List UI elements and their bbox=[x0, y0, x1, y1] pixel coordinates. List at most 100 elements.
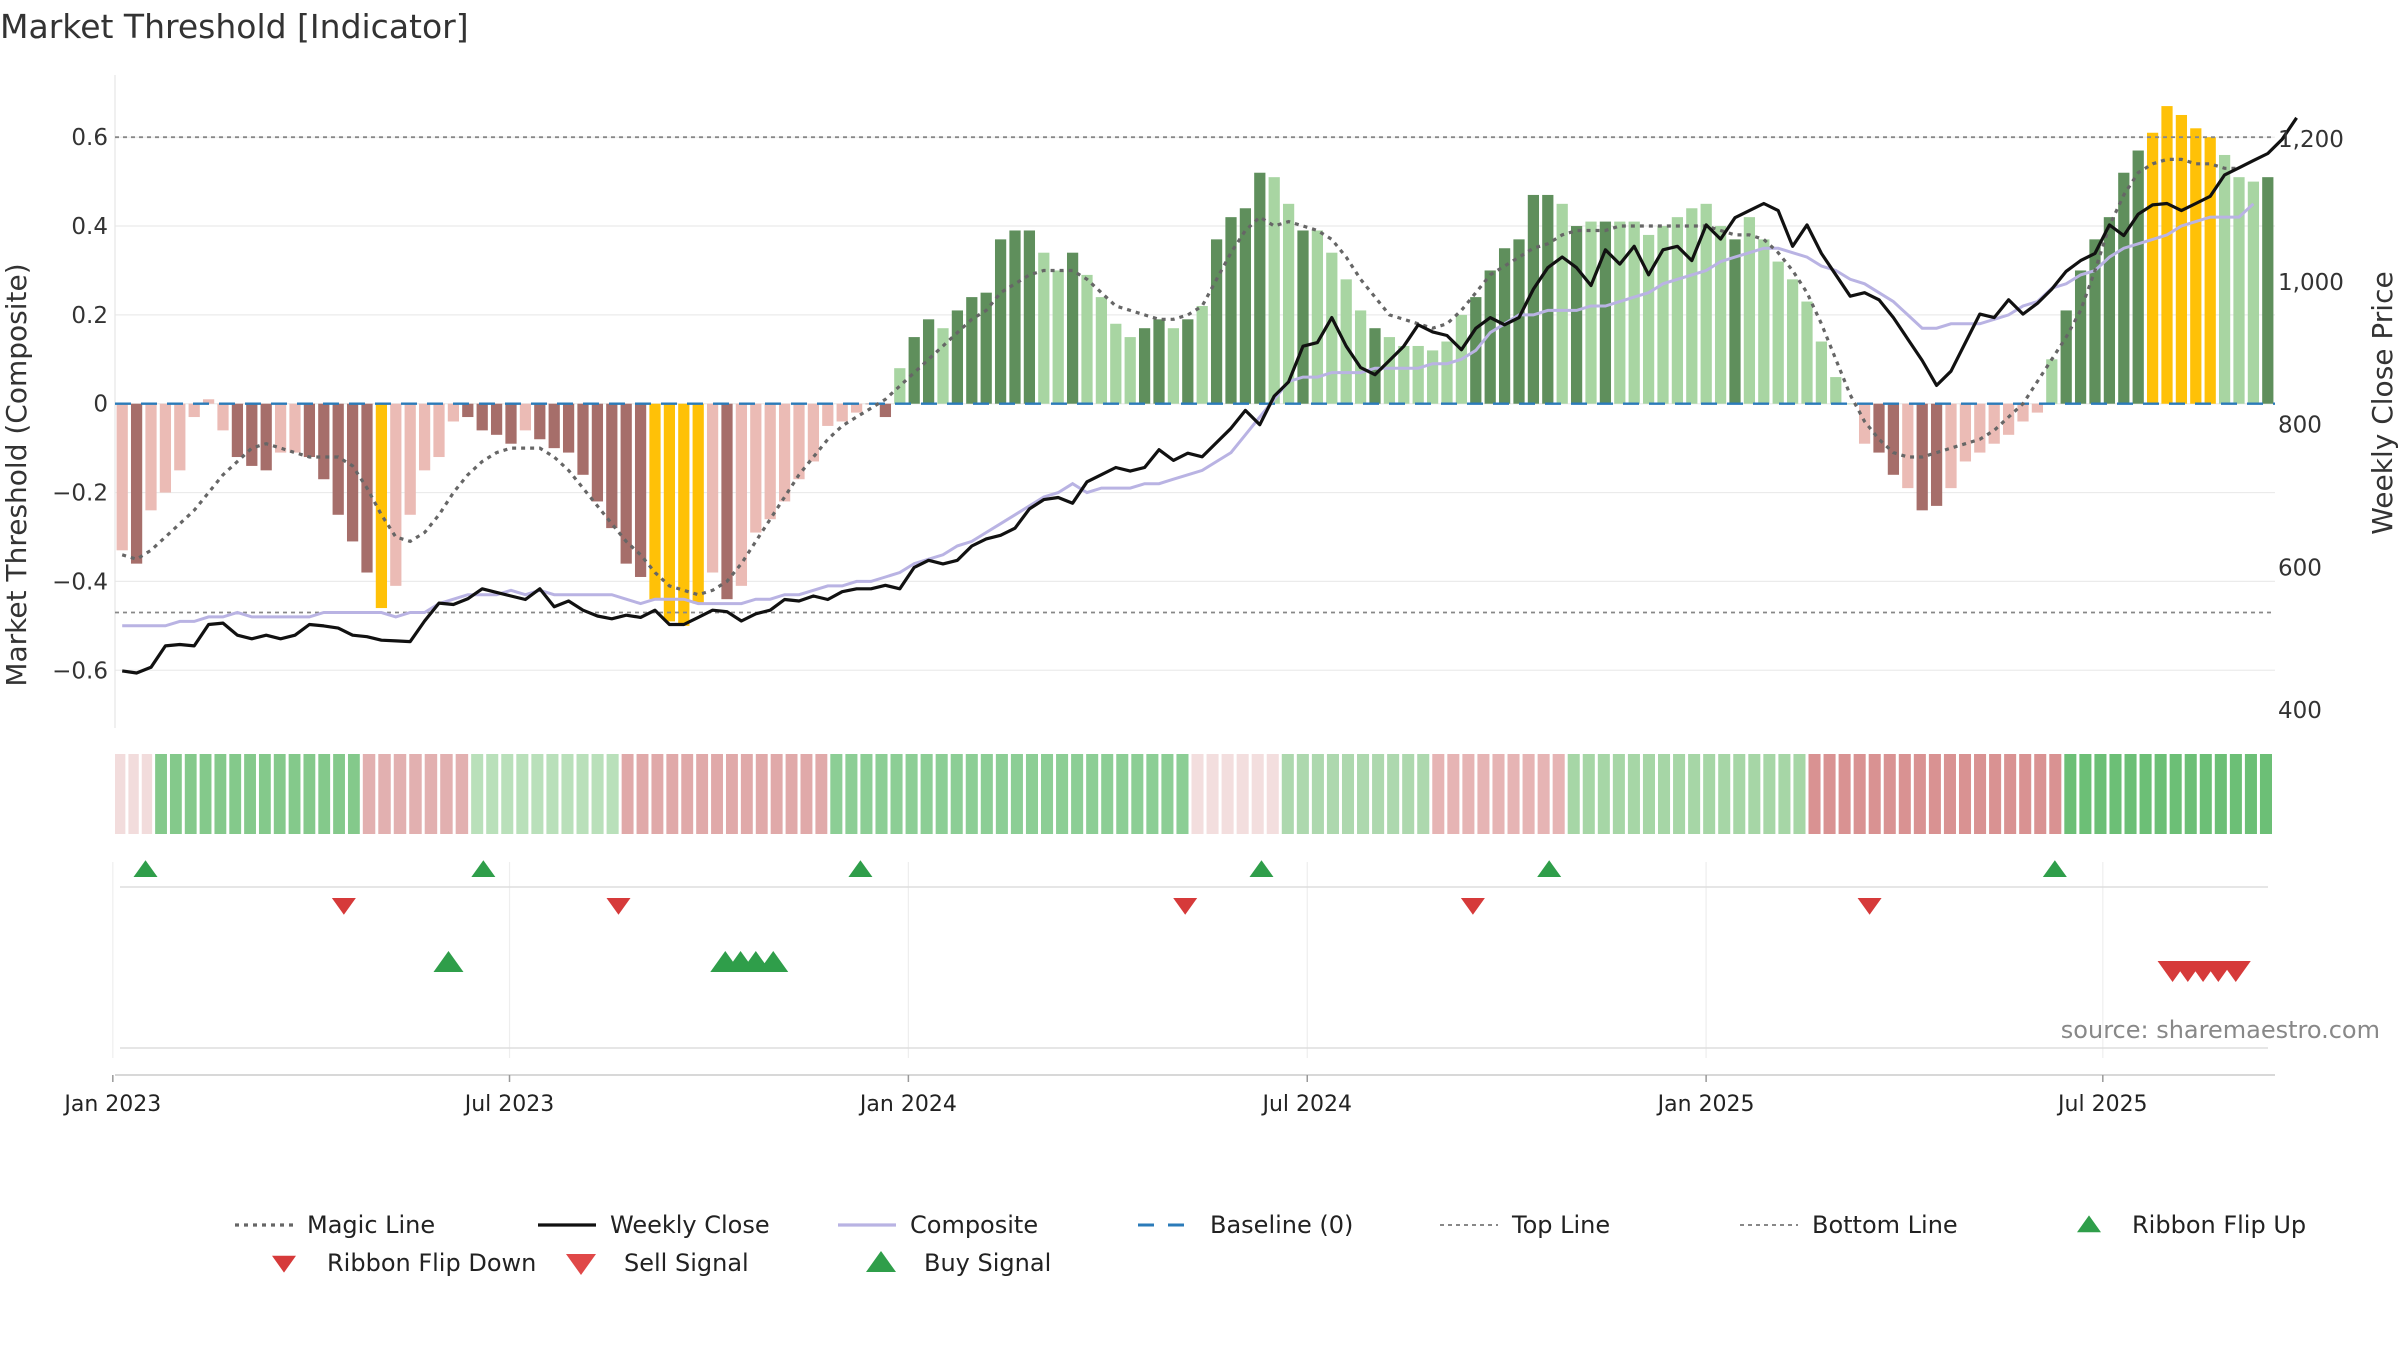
composite-bar bbox=[1124, 337, 1136, 404]
composite-bar bbox=[318, 403, 330, 480]
composite-bar bbox=[1570, 226, 1583, 404]
ribbon-cell bbox=[1372, 754, 1385, 834]
ribbon-cell bbox=[755, 754, 768, 834]
composite-bar bbox=[2247, 181, 2260, 404]
series-lines bbox=[121, 116, 2298, 675]
ribbon-cell bbox=[273, 754, 286, 834]
composite-bar bbox=[1887, 403, 1900, 475]
legend-item: Ribbon Flip Up bbox=[2077, 1211, 2306, 1239]
ribbon-cell bbox=[516, 754, 529, 834]
composite-bar bbox=[908, 337, 920, 404]
composite-bar bbox=[260, 403, 272, 471]
legend-item: Magic Line bbox=[235, 1211, 435, 1239]
composite-bar bbox=[217, 403, 229, 431]
ribbon-cell bbox=[1492, 754, 1505, 834]
legend-swatch bbox=[272, 1255, 296, 1273]
y-axis-label: Market Threshold (Composite) bbox=[0, 263, 33, 686]
ribbon-flip-up-marker bbox=[1537, 860, 1562, 877]
legend-item: Buy Signal bbox=[866, 1249, 1051, 1277]
ribbon-cell bbox=[1658, 754, 1671, 834]
ribbon-cell bbox=[1974, 754, 1987, 834]
ribbon-cell bbox=[1718, 754, 1731, 834]
ribbon-cell bbox=[1778, 754, 1791, 834]
composite-bar bbox=[1542, 194, 1554, 404]
composite-bar bbox=[462, 403, 474, 418]
ribbon-cell bbox=[424, 754, 438, 834]
composite-bar bbox=[1873, 403, 1885, 453]
ribbon-cell bbox=[347, 754, 360, 834]
ribbon-cell bbox=[1868, 754, 1881, 834]
ribbon-cell bbox=[2244, 754, 2257, 834]
composite-bar bbox=[1484, 270, 1496, 404]
y2-tick-label: 400 bbox=[2278, 698, 2322, 724]
ribbon-cell bbox=[531, 754, 544, 834]
composite-bar bbox=[346, 403, 359, 542]
composite-bar bbox=[980, 292, 992, 404]
composite-bar bbox=[2233, 177, 2245, 404]
composite-bar bbox=[778, 403, 791, 502]
ribbon-cell bbox=[471, 754, 484, 834]
ribbon-strip bbox=[115, 754, 2272, 834]
ribbon-cell bbox=[199, 754, 212, 834]
grid bbox=[114, 75, 2275, 728]
ribbon-cell bbox=[1432, 754, 1445, 834]
ribbon-cell bbox=[2094, 754, 2107, 834]
composite-bar bbox=[1700, 203, 1712, 404]
ribbon-cell bbox=[440, 754, 453, 834]
composite-bar bbox=[663, 403, 676, 622]
ribbon-cell bbox=[1086, 754, 1099, 834]
composite-bar bbox=[994, 239, 1007, 404]
ribbon-cell bbox=[1748, 754, 1761, 834]
composite-bar bbox=[519, 403, 532, 431]
ribbon-cell bbox=[905, 754, 918, 834]
legend-label: Buy Signal bbox=[924, 1249, 1051, 1277]
y-axis-left: −0.6 −0.4 −0.2 0 0.2 0.4 0.6 bbox=[52, 125, 108, 684]
ribbon-cell bbox=[2229, 754, 2242, 834]
composite-bar bbox=[433, 403, 445, 458]
legend-label: Bottom Line bbox=[1812, 1211, 1958, 1239]
composite-bar bbox=[375, 403, 388, 609]
composite-bar bbox=[490, 403, 503, 435]
ribbon-cell bbox=[1326, 754, 1339, 834]
ribbon-cell bbox=[1522, 754, 1535, 834]
ribbon-cell bbox=[258, 754, 271, 834]
ribbon-cell bbox=[2154, 754, 2167, 834]
ribbon-cell bbox=[2124, 754, 2137, 834]
x-tick-label: Jul 2024 bbox=[1260, 1092, 1352, 1117]
ribbon-cell bbox=[2139, 754, 2152, 834]
composite-bar bbox=[807, 403, 820, 462]
composite-bar bbox=[1254, 172, 1266, 404]
ribbon-cell bbox=[1808, 754, 1821, 834]
composite-bar bbox=[937, 328, 949, 404]
composite-bar bbox=[1945, 403, 1957, 489]
ribbon-flip-up-marker bbox=[2042, 860, 2067, 877]
ribbon-cell bbox=[1673, 754, 1686, 834]
x-tick-label: Jan 2025 bbox=[1656, 1092, 1755, 1117]
ribbon-cell bbox=[1041, 754, 1054, 834]
composite-bar bbox=[2262, 177, 2274, 404]
composite-bar bbox=[822, 403, 834, 426]
composite-bar bbox=[1398, 345, 1410, 404]
composite-bar bbox=[246, 403, 258, 466]
y2-tick-label: 600 bbox=[2278, 555, 2322, 581]
x-tick-label: Jan 2023 bbox=[62, 1092, 161, 1117]
composite-bar bbox=[2132, 150, 2144, 404]
ribbon-cell bbox=[1898, 754, 1911, 834]
ribbon-cell bbox=[1838, 754, 1851, 834]
ribbon-flip-down-marker bbox=[606, 898, 631, 915]
ribbon-cell bbox=[2034, 754, 2047, 834]
composite-bar bbox=[1081, 274, 1093, 404]
y2-axis-label: Weekly Close Price bbox=[2366, 271, 2399, 534]
composite-bar bbox=[1182, 319, 1194, 404]
composite-bar bbox=[1686, 208, 1698, 404]
composite-bar bbox=[1556, 203, 1568, 404]
ribbon-cell bbox=[1703, 754, 1716, 834]
composite-bar bbox=[534, 403, 546, 440]
composite-bar bbox=[922, 319, 935, 404]
composite-bar bbox=[418, 403, 431, 471]
composite-bar bbox=[1513, 239, 1525, 404]
ribbon-cell bbox=[2004, 754, 2017, 834]
ribbon-cell bbox=[636, 754, 649, 834]
ribbon-flip-down-marker bbox=[331, 898, 356, 915]
